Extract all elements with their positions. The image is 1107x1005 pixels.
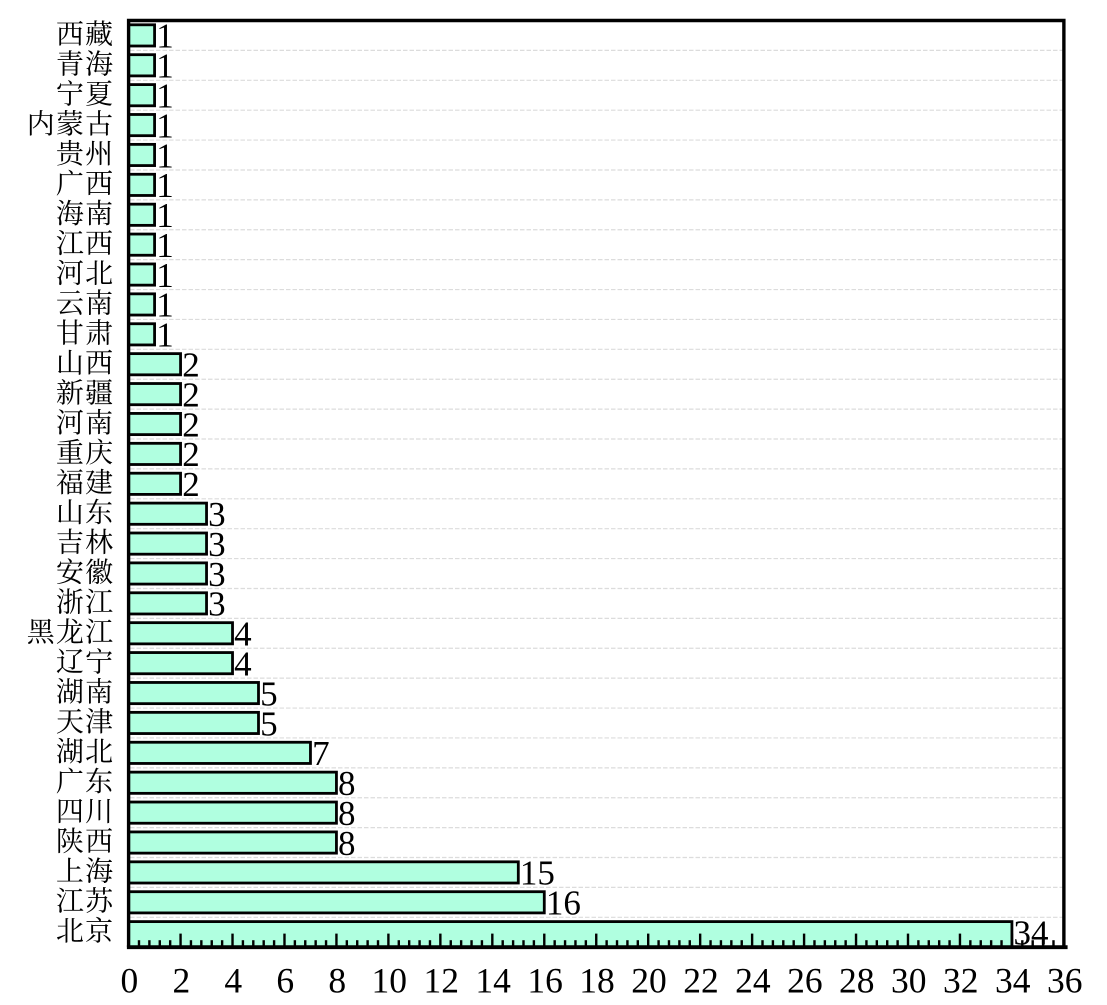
svg-text:1: 1 [156, 316, 174, 355]
svg-text:2: 2 [182, 435, 200, 474]
svg-text:2: 2 [173, 961, 191, 1001]
svg-text:1: 1 [156, 106, 174, 145]
svg-text:3: 3 [208, 525, 226, 564]
svg-text:18: 18 [579, 961, 615, 1001]
svg-text:4: 4 [224, 961, 242, 1001]
svg-text:0: 0 [121, 961, 139, 1001]
svg-text:34: 34 [1014, 914, 1049, 953]
svg-text:5: 5 [260, 704, 278, 743]
svg-text:22: 22 [683, 961, 719, 1001]
svg-text:36: 36 [1047, 961, 1083, 1001]
svg-text:4: 4 [234, 644, 252, 683]
svg-text:28: 28 [839, 961, 875, 1001]
svg-text:1: 1 [156, 76, 174, 115]
svg-text:30: 30 [891, 961, 927, 1001]
svg-text:8: 8 [338, 794, 356, 833]
svg-text:6: 6 [276, 961, 294, 1001]
svg-text:2: 2 [182, 465, 200, 504]
svg-text:7: 7 [312, 734, 330, 773]
svg-text:2: 2 [182, 405, 200, 444]
svg-text:5: 5 [260, 674, 278, 713]
svg-text:14: 14 [475, 961, 511, 1001]
svg-text:26: 26 [787, 961, 823, 1001]
svg-text:24: 24 [735, 961, 771, 1001]
svg-text:3: 3 [208, 555, 226, 594]
svg-text:2: 2 [182, 346, 200, 385]
svg-text:10: 10 [371, 961, 407, 1001]
svg-text:1: 1 [156, 256, 174, 295]
svg-text:1: 1 [156, 17, 174, 56]
svg-text:16: 16 [546, 884, 581, 923]
svg-text:8: 8 [328, 961, 346, 1001]
svg-text:20: 20 [631, 961, 667, 1001]
svg-text:4: 4 [234, 615, 252, 654]
svg-text:34: 34 [995, 961, 1031, 1001]
svg-text:8: 8 [338, 824, 356, 863]
svg-text:3: 3 [208, 495, 226, 534]
svg-text:3: 3 [208, 585, 226, 624]
svg-text:1: 1 [156, 196, 174, 235]
svg-text:1: 1 [156, 166, 174, 205]
svg-text:8: 8 [338, 764, 356, 803]
svg-text:1: 1 [156, 286, 174, 325]
svg-text:12: 12 [423, 961, 459, 1001]
svg-text:1: 1 [156, 136, 174, 175]
svg-text:16: 16 [527, 961, 563, 1001]
svg-text:32: 32 [943, 961, 979, 1001]
svg-text:2: 2 [182, 375, 200, 414]
svg-text:1: 1 [156, 226, 174, 265]
svg-text:1: 1 [156, 47, 174, 86]
svg-text:15: 15 [520, 854, 555, 893]
